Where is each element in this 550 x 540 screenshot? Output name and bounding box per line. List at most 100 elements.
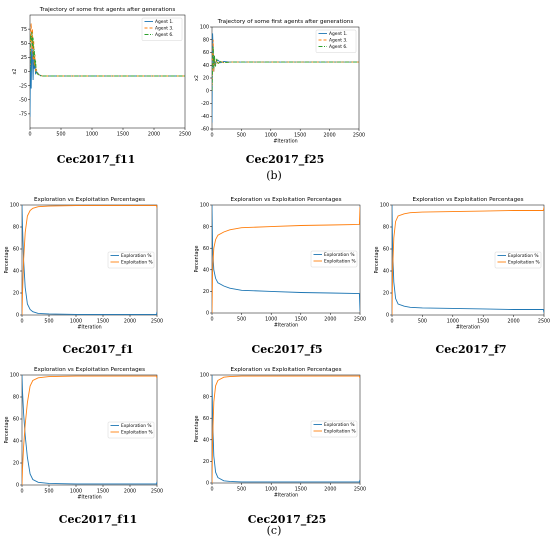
x-tick-label: 2500 <box>179 132 191 138</box>
y-tick-label: 60 <box>13 417 19 423</box>
y-tick-label: -40 <box>201 114 209 120</box>
legend-label: Exploitation % <box>508 260 540 266</box>
y-axis-label: Percentage <box>194 245 200 272</box>
y-tick-label: 60 <box>13 247 19 253</box>
x-axis-label: #Iteration <box>274 323 298 329</box>
legend-label: Exploitation % <box>324 259 356 265</box>
y-tick-label: 80 <box>203 394 209 400</box>
y-tick-label: -75 <box>19 112 27 118</box>
y-axis-label: Percentage <box>374 246 380 273</box>
x-tick-label: 0 <box>20 489 23 495</box>
y-tick-label: 20 <box>13 461 19 467</box>
legend-box <box>107 251 155 269</box>
y-tick-label: 40 <box>13 269 19 275</box>
y-axis-label: Percentage <box>194 415 200 442</box>
legend-label: Agent 3. <box>329 38 348 44</box>
x-tick-label: 2000 <box>324 317 336 323</box>
legend-label: Exploration % <box>121 253 152 259</box>
y-tick-label: 100 <box>380 203 389 209</box>
x-tick-label: 500 <box>237 487 246 493</box>
x-tick-label: 1500 <box>97 489 109 495</box>
y-tick-label: -50 <box>19 97 27 103</box>
legend-label: Agent 1. <box>155 19 174 25</box>
y-tick-label: 100 <box>10 203 19 209</box>
legend-box <box>141 17 183 41</box>
x-tick-label: 2000 <box>124 489 136 495</box>
legend-label: Agent 1. <box>329 31 348 37</box>
y-tick-label: 80 <box>203 37 209 43</box>
legend: Agent 1.Agent 3.Agent 6. <box>315 29 357 53</box>
y-tick-label: 40 <box>383 269 389 275</box>
x-tick-label: 1500 <box>295 317 307 323</box>
legend-label: Exploration % <box>324 252 355 258</box>
legend: Exploration %Exploitation % <box>310 420 358 438</box>
y-tick-label: 60 <box>203 50 209 56</box>
figure-label-c: (c) <box>266 524 282 537</box>
legend-label: Exploration % <box>324 422 355 428</box>
y-tick-label: 0 <box>206 88 209 94</box>
legend-label: Exploration % <box>508 253 539 259</box>
chart-1: Trajectory of some first agents after ge… <box>12 7 191 138</box>
x-tick-label: 2000 <box>148 132 160 138</box>
legend: Exploration %Exploitation % <box>494 251 542 269</box>
y-tick-label: 80 <box>203 224 209 230</box>
y-tick-label: 75 <box>21 27 27 33</box>
y-tick-label: 40 <box>203 438 209 444</box>
series-line-2 <box>212 375 360 483</box>
series-line-1 <box>30 37 185 117</box>
y-tick-label: 40 <box>203 268 209 274</box>
x-tick-label: 2500 <box>538 319 550 325</box>
y-tick-label: 100 <box>10 373 19 379</box>
chart-title: Exploration vs Exploitation Percentages <box>230 367 341 373</box>
series-line-1 <box>22 375 157 485</box>
legend: Agent 1.Agent 3.Agent 6. <box>141 17 183 41</box>
y-tick-label: 0 <box>206 311 209 317</box>
x-tick-label: 2500 <box>151 489 163 495</box>
x-tick-label: 0 <box>390 319 393 325</box>
plot-frame <box>21 374 158 486</box>
y-tick-label: -60 <box>201 127 209 133</box>
series-line-2 <box>22 205 157 315</box>
y-tick-label: 60 <box>203 246 209 252</box>
series-line-1 <box>212 205 360 311</box>
x-tick-label: 1500 <box>294 133 306 139</box>
y-tick-label: 20 <box>383 291 389 297</box>
chart-6: Exploration vs Exploitation Percentages 0… <box>4 367 163 501</box>
x-tick-label: 500 <box>237 317 246 323</box>
plot-frame <box>211 374 361 484</box>
legend-box <box>310 250 358 268</box>
legend-label: Agent 3. <box>155 26 174 32</box>
chart-4: Exploration vs Exploitation Percentages 0… <box>194 197 366 329</box>
x-tick-label: 500 <box>418 319 427 325</box>
x-tick-label: 2000 <box>507 319 519 325</box>
plot-frame <box>391 204 545 316</box>
series-line-1 <box>392 205 544 313</box>
chart-caption: Cec2017_f11 <box>56 153 136 166</box>
series-line-2 <box>212 207 360 313</box>
x-tick-label: 0 <box>20 319 23 325</box>
legend-label: Agent 6. <box>155 32 174 38</box>
y-axis-label: x2 <box>194 75 200 81</box>
legend: Exploration %Exploitation % <box>107 421 155 439</box>
x-tick-label: 1500 <box>117 132 129 138</box>
y-tick-label: -25 <box>19 83 27 89</box>
legend-label: Agent 6. <box>329 44 348 50</box>
y-tick-label: 25 <box>21 55 27 61</box>
x-tick-label: 2000 <box>124 319 136 325</box>
chart-title: Exploration vs Exploitation Percentages <box>34 367 145 373</box>
y-tick-label: 80 <box>383 225 389 231</box>
x-tick-label: 500 <box>237 133 246 139</box>
chart-title: Trajectory of some first agents after ge… <box>39 7 176 13</box>
chart-title: Exploration vs Exploitation Percentages <box>230 197 341 203</box>
x-tick-label: 500 <box>44 489 53 495</box>
x-tick-label: 1000 <box>265 317 277 323</box>
y-axis-label: x2 <box>12 69 18 75</box>
chart-7: Exploration vs Exploitation Percentages 0… <box>194 367 366 499</box>
y-tick-label: 100 <box>200 373 209 379</box>
y-tick-label: 100 <box>200 203 209 209</box>
x-tick-label: 1500 <box>295 487 307 493</box>
x-tick-label: 0 <box>28 132 31 138</box>
y-axis-label: Percentage <box>4 416 10 443</box>
y-axis-label: Percentage <box>4 246 10 273</box>
chart-caption: Cec2017_f25 <box>247 513 327 526</box>
